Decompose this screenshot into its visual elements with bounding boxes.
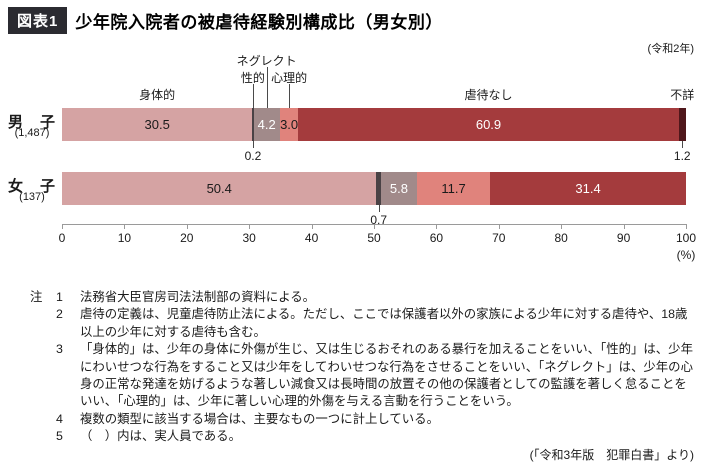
note-text: （ ）内は、実人員である。 [80, 429, 241, 444]
axis-tick-label: 70 [492, 231, 506, 245]
row-label: 女 子 [7, 178, 56, 195]
bar-segment-身体的 [62, 108, 253, 141]
segment-value: 50.4 [206, 181, 232, 196]
bar-segment-性的 [252, 108, 254, 141]
source-citation: (「令和3年版 犯罪白書」より) [529, 448, 694, 462]
note-text: 法務省大臣官房司法法制部の資料による。 [80, 290, 316, 304]
bar-segment-心理的 [417, 172, 491, 205]
segment-value: 5.8 [389, 181, 408, 196]
category-label-不詳: 不詳 [670, 88, 695, 102]
axis-tick-label: 0 [58, 231, 66, 245]
segment-value: 30.5 [144, 117, 170, 132]
axis-unit-label: (%) [676, 248, 696, 262]
callout-line [682, 141, 684, 148]
axis-tick [249, 224, 251, 229]
note-marker [30, 306, 56, 341]
note-number: 4 [56, 411, 63, 426]
note-text: 複数の類型に該当する場合は、主要なもの一つに計上している。 [80, 411, 439, 426]
row-count: (1,487) [14, 127, 50, 139]
axis-tick-label: 80 [554, 231, 568, 245]
axis-tick [623, 224, 625, 229]
axis-tick-label: 10 [117, 231, 132, 245]
segment-value: 60.9 [475, 117, 502, 132]
figure-title: 少年院入院者の被虐待経験別構成比（男女別） [75, 13, 443, 32]
segment-value: 11.7 [441, 181, 466, 196]
note-marker [30, 341, 56, 411]
bar-segment-虐待なし [298, 108, 679, 141]
segment-value: 4.2 [257, 117, 276, 132]
axis-tick-label: 30 [242, 231, 256, 245]
bar-segment-虐待なし [490, 172, 686, 205]
note-number: 2 [56, 307, 63, 322]
notes-section: 注 1 法務省大臣官房司法法制部の資料による。 2 虐待の定義は、児童虐待防止法による。… [30, 289, 694, 446]
axis-tick [561, 224, 563, 229]
note-number: 3 [56, 342, 63, 357]
axis-tick [686, 224, 687, 229]
bar-segment-心理的 [279, 108, 299, 141]
axis-tick-label: 100 [675, 231, 697, 245]
note-number: 1 [56, 290, 63, 304]
axis-tick-label: 60 [429, 231, 444, 245]
bar-segment-身体的 [62, 172, 377, 205]
callout-value: 1.2 [673, 149, 691, 163]
figure-header: 図表1 少年院入院者の被虐待経験別構成比（男女別） [8, 7, 443, 34]
callout-value: 0.2 [244, 149, 262, 163]
row-label: 男 子 [7, 114, 56, 131]
note-number: 5 [56, 429, 63, 444]
note-text: 虐待の定義は、児童虐待防止法による。ただし、ここでは保護者以外の家族による少年に… [80, 307, 688, 339]
note-item-5: 5 （ ）内は、実人員である。 [30, 428, 694, 445]
note-item-1: 注 1 法務省大臣官房司法法制部の資料による。 [30, 289, 694, 306]
bar-segment-性的 [376, 172, 381, 205]
axis-tick [124, 224, 126, 229]
category-label-虐待なし: 虐待なし [464, 88, 513, 102]
callout-line [378, 205, 380, 212]
leader-line [266, 67, 268, 108]
category-label-ネグレクト: ネグレクト [236, 54, 297, 68]
row-count: (137) [19, 191, 45, 203]
axis-tick-label: 50 [367, 231, 381, 245]
category-label-身体的: 身体的 [139, 88, 176, 102]
segment-value: 31.4 [575, 181, 601, 196]
bar-segment-ネグレクト [380, 172, 418, 205]
axis-tick [186, 224, 188, 229]
note-item-2: 2 虐待の定義は、児童虐待防止法による。ただし、ここでは保護者以外の家族による少年… [30, 306, 694, 341]
note-marker [30, 411, 56, 428]
axis-tick [436, 224, 438, 229]
year-note: (令和2年) [647, 43, 694, 55]
bar-segment-ネグレクト [253, 108, 280, 141]
stacked-bar-chart: 男 子 (1,487) 30.5 0.2 4.2 3.0 60.9 1.2 女 子 (137) 50… [0, 50, 710, 265]
note-text: 「身体的」は、少年の身体に外傷が生じ、又は生じるおそれのある暴行を加えることをい… [80, 342, 693, 409]
note-item-4: 4 複数の類型に該当する場合は、主要なもの一つに計上している。 [30, 411, 694, 428]
leader-line [252, 84, 254, 108]
axis-tick-label: 40 [304, 231, 319, 245]
note-item-3: 3 「身体的」は、少年の身体に外傷が生じ、又は生じるおそれのある暴行を加えることを… [30, 341, 694, 411]
category-label-性的: 性的 [240, 71, 265, 85]
callout-value: 0.7 [370, 213, 388, 227]
bar-segment-不詳 [678, 108, 686, 141]
category-label-心理的: 心理的 [271, 71, 308, 85]
axis-tick-label: 90 [616, 231, 631, 245]
segment-value: 3.0 [280, 117, 299, 132]
leader-line [289, 84, 291, 108]
axis-tick [311, 224, 313, 229]
axis-tick-label: 20 [180, 231, 194, 245]
axis-tick [62, 224, 63, 229]
callout-line [252, 141, 254, 148]
axis-tick [374, 224, 375, 229]
axis-tick [498, 224, 500, 229]
note-marker [30, 428, 56, 445]
figure-badge: 図表1 [8, 7, 68, 34]
note-marker: 注 [30, 290, 43, 304]
